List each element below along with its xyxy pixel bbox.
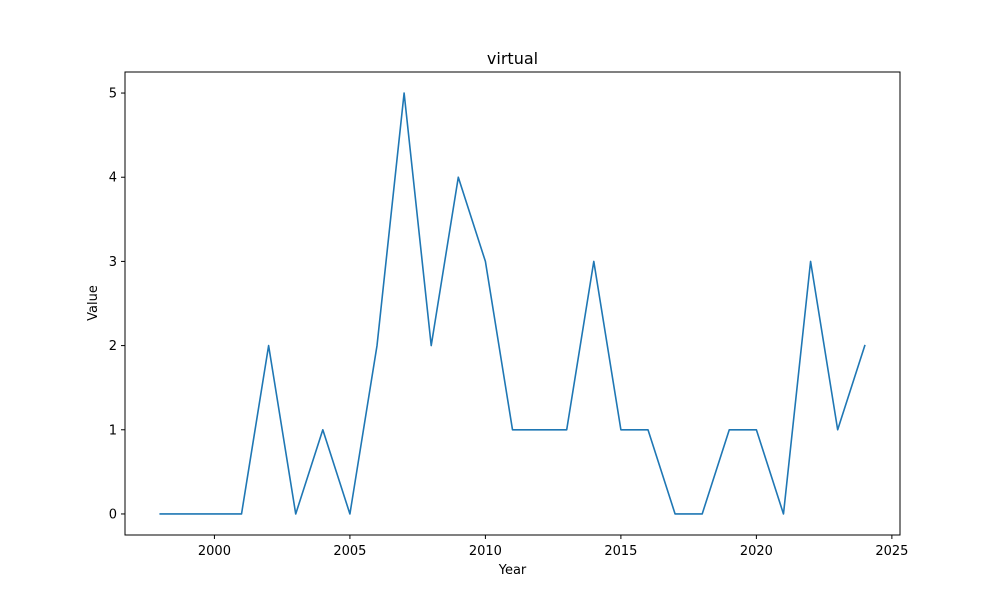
chart-title: virtual: [487, 49, 538, 68]
plot-area: 2000 2005 2010 2015 2020 2025 0 1 2 3 4 5: [109, 71, 908, 559]
x-axis-label: Year: [498, 563, 527, 578]
y-tick-label-0: 0: [109, 507, 117, 522]
plot-frame: [124, 71, 901, 536]
series-line-0: [159, 92, 866, 515]
y-tick-label-3: 3: [109, 255, 117, 270]
y-tick-label-4: 4: [109, 171, 117, 186]
y-tick-label-5: 5: [109, 87, 117, 102]
x-tick-label-2020: 2020: [740, 544, 773, 559]
x-tick-label-2025: 2025: [875, 544, 908, 559]
y-tick-label-2: 2: [109, 339, 117, 354]
y-tick-label-1: 1: [109, 423, 117, 438]
x-tick-label-2005: 2005: [333, 544, 366, 559]
x-tick-label-2015: 2015: [604, 544, 637, 559]
x-tick-label-2000: 2000: [198, 544, 231, 559]
y-axis-label: Value: [86, 285, 101, 321]
x-tick-label-2010: 2010: [469, 544, 502, 559]
